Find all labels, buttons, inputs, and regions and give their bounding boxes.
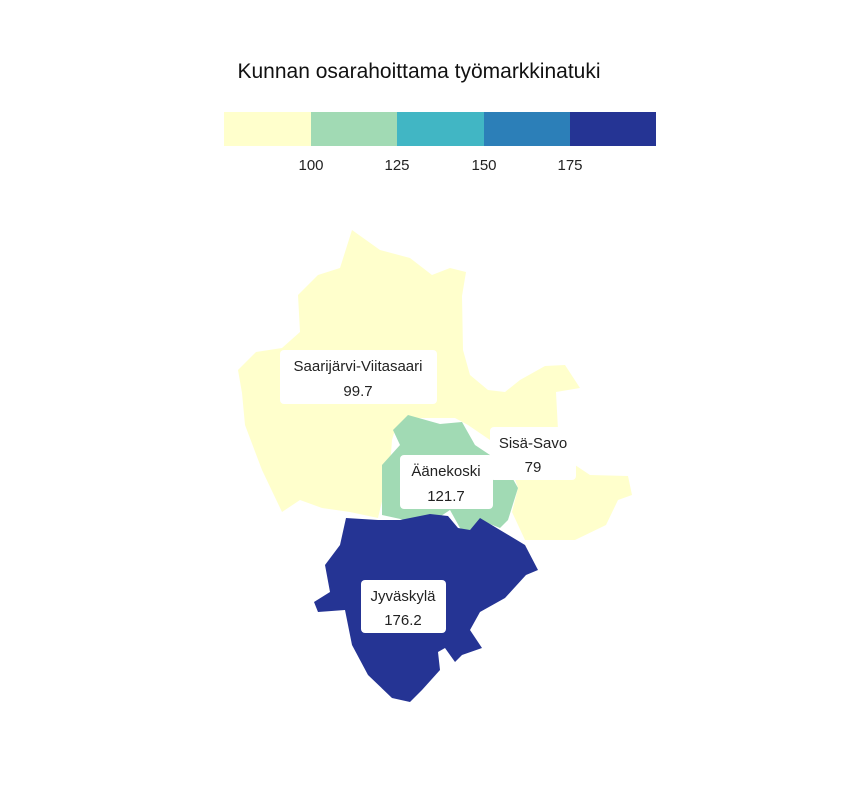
label-saarijarvi-viitasaari: Saarijärvi-Viitasaari 99.7 bbox=[280, 350, 437, 404]
region-labels: Saarijärvi-Viitasaari 99.7 Sisä-Savo 79 … bbox=[280, 350, 576, 633]
color-legend: 100 125 150 175 bbox=[224, 112, 656, 174]
label-box bbox=[400, 455, 493, 509]
legend-tick: 150 bbox=[471, 157, 496, 174]
region-name: Sisä-Savo bbox=[499, 435, 567, 452]
label-box bbox=[361, 580, 446, 633]
region-name: Äänekoski bbox=[411, 463, 480, 480]
label-sisa-savo: Sisä-Savo 79 bbox=[490, 427, 576, 480]
label-box bbox=[490, 427, 576, 480]
region-value: 99.7 bbox=[343, 383, 372, 400]
legend-swatch-1 bbox=[224, 112, 311, 146]
label-jyvaskyla: Jyväskylä 176.2 bbox=[361, 580, 446, 633]
region-value: 121.7 bbox=[427, 488, 465, 505]
region-name: Saarijärvi-Viitasaari bbox=[294, 358, 423, 375]
legend-swatch-2 bbox=[311, 112, 397, 146]
legend-tick: 175 bbox=[557, 157, 582, 174]
region-value: 176.2 bbox=[384, 612, 422, 629]
legend-tick: 125 bbox=[384, 157, 409, 174]
region-value: 79 bbox=[525, 459, 542, 476]
legend-tick: 100 bbox=[298, 157, 323, 174]
map-title: Kunnan osarahoittama työmarkkinatuki bbox=[237, 60, 600, 83]
legend-swatch-4 bbox=[484, 112, 570, 146]
label-aanekoski: Äänekoski 121.7 bbox=[400, 455, 493, 509]
legend-swatch-5 bbox=[570, 112, 656, 146]
legend-swatch-3 bbox=[397, 112, 484, 146]
label-box bbox=[280, 350, 437, 404]
region-name: Jyväskylä bbox=[370, 588, 436, 605]
